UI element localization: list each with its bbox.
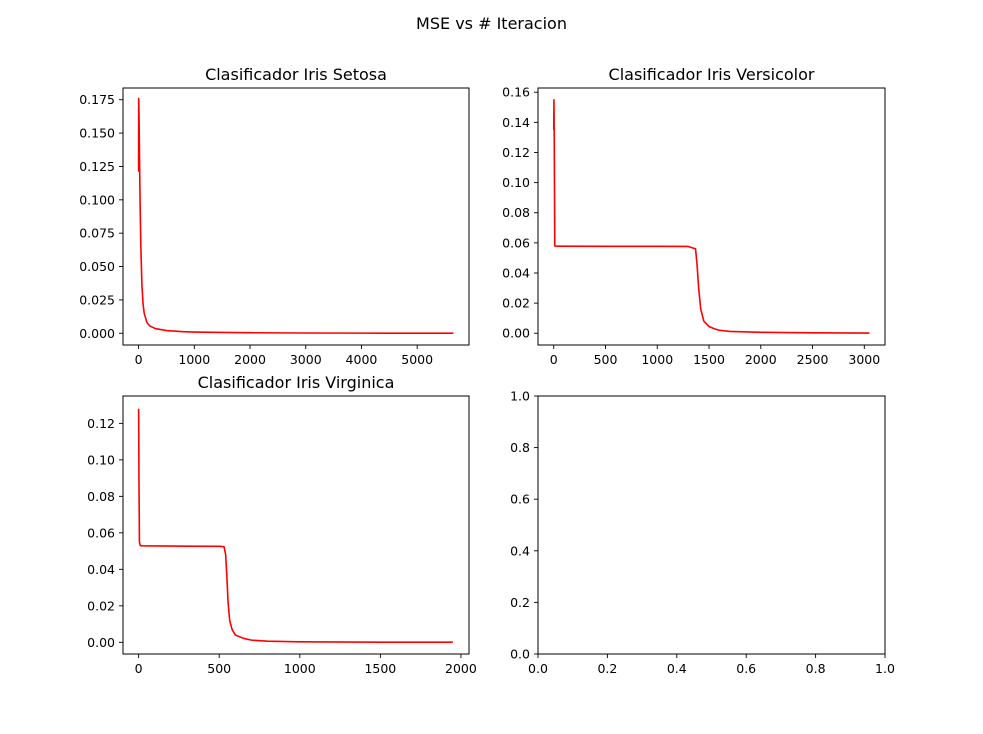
subplot-setosa: 0 1000 2000 3000 4000 5000 0.000 0.025 0.050 0.07… xyxy=(79,65,470,367)
axes-title-virginica: Clasificador Iris Virginica xyxy=(198,373,395,392)
y-tick-label-empty: 1.0 xyxy=(510,389,530,404)
axes-frame-virginica xyxy=(122,395,470,655)
y-tick-label-versicolor: 0.02 xyxy=(502,296,530,311)
axes-title-versicolor: Clasificador Iris Versicolor xyxy=(609,65,815,84)
subplot-empty: 0.0 0.2 0.4 0.6 0.8 1.0 0.0 0.2 0.4 0.6 0.8 1.0 xyxy=(510,389,895,677)
x-tick-label-versicolor: 2000 xyxy=(745,352,777,367)
series-line-versicolor-0 xyxy=(552,98,870,334)
x-tick-label-virginica: 1500 xyxy=(364,661,396,676)
axes-frame-setosa xyxy=(122,87,470,346)
axes-title-setosa: Clasificador Iris Setosa xyxy=(205,65,387,84)
x-tick-label-versicolor: 1500 xyxy=(693,352,725,367)
y-tick-label-versicolor: 0.04 xyxy=(502,265,530,280)
subplots-grid: 0 1000 2000 3000 4000 50000.0000.0250.0500.07… xyxy=(79,65,895,676)
x-tick-label-empty: 1.0 xyxy=(875,661,895,676)
y-tick-label-empty: 0.8 xyxy=(510,440,530,455)
y-tick-label-setosa: 0.050 xyxy=(79,259,115,274)
series-line-setosa-0 xyxy=(137,97,454,335)
x-tick-label-setosa: 2000 xyxy=(234,352,266,367)
x-tick-label-setosa: 1000 xyxy=(178,352,210,367)
y-tick-label-virginica: 0.00 xyxy=(87,635,115,650)
subplot-versicolor: 0 500 1000 1500 2000 2500 3000 0.00 0.02 0.04 0.06… xyxy=(502,65,886,367)
x-tick-label-virginica: 2000 xyxy=(445,661,477,676)
x-tick-label-empty: 0.8 xyxy=(806,661,826,676)
x-tick-label-versicolor: 1000 xyxy=(641,352,673,367)
axes-frame-empty xyxy=(537,395,886,655)
x-tick-label-empty: 0.0 xyxy=(528,661,548,676)
y-tick-label-setosa: 0.075 xyxy=(79,226,115,241)
y-tick-label-setosa: 0.100 xyxy=(79,192,115,207)
x-tick-label-virginica: 1000 xyxy=(284,661,316,676)
series-line-virginica-0 xyxy=(137,408,453,644)
y-tick-label-setosa: 0.000 xyxy=(79,326,115,341)
y-tick-label-virginica: 0.10 xyxy=(87,452,115,467)
x-tick-label-versicolor: 0 xyxy=(550,352,558,367)
x-tick-label-setosa: 4000 xyxy=(346,352,378,367)
y-tick-label-versicolor: 0.14 xyxy=(502,115,530,130)
y-tick-label-versicolor: 0.16 xyxy=(502,85,530,100)
y-tick-label-setosa: 0.150 xyxy=(79,126,115,141)
x-tick-label-empty: 0.2 xyxy=(597,661,617,676)
y-tick-label-virginica: 0.08 xyxy=(87,489,115,504)
x-tick-label-setosa: 5000 xyxy=(401,352,433,367)
y-tick-label-versicolor: 0.00 xyxy=(502,326,530,341)
y-tick-label-virginica: 0.04 xyxy=(87,562,115,577)
y-tick-label-setosa: 0.175 xyxy=(79,92,115,107)
y-tick-label-empty: 0.2 xyxy=(510,595,530,610)
y-tick-label-versicolor: 0.06 xyxy=(502,235,530,250)
y-tick-label-versicolor: 0.10 xyxy=(502,175,530,190)
y-tick-label-versicolor: 0.12 xyxy=(502,145,530,160)
x-tick-label-setosa: 3000 xyxy=(290,352,322,367)
y-tick-label-empty: 0.6 xyxy=(510,492,530,507)
x-tick-label-empty: 0.6 xyxy=(736,661,756,676)
axes-frame-versicolor xyxy=(537,87,886,346)
subplot-virginica: 0 500 1000 1500 2000 0.00 0.02 0.04 0.06 0.08 0.10… xyxy=(87,373,477,676)
x-tick-label-setosa: 0 xyxy=(135,352,143,367)
x-tick-label-virginica: 0 xyxy=(135,661,143,676)
y-tick-label-virginica: 0.02 xyxy=(87,598,115,613)
x-tick-label-versicolor: 3000 xyxy=(848,352,880,367)
x-tick-label-versicolor: 2500 xyxy=(797,352,829,367)
x-tick-label-virginica: 500 xyxy=(207,661,231,676)
y-tick-label-setosa: 0.025 xyxy=(79,292,115,307)
x-tick-label-empty: 0.4 xyxy=(667,661,687,676)
y-tick-label-virginica: 0.06 xyxy=(87,525,115,540)
figure-suptitle: MSE vs # Iteracion xyxy=(416,14,567,33)
y-tick-label-empty: 0.0 xyxy=(510,647,530,662)
y-tick-label-virginica: 0.12 xyxy=(87,416,115,431)
y-tick-label-empty: 0.4 xyxy=(510,543,530,558)
y-tick-label-setosa: 0.125 xyxy=(79,159,115,174)
y-tick-label-versicolor: 0.08 xyxy=(502,205,530,220)
x-tick-label-versicolor: 500 xyxy=(594,352,618,367)
